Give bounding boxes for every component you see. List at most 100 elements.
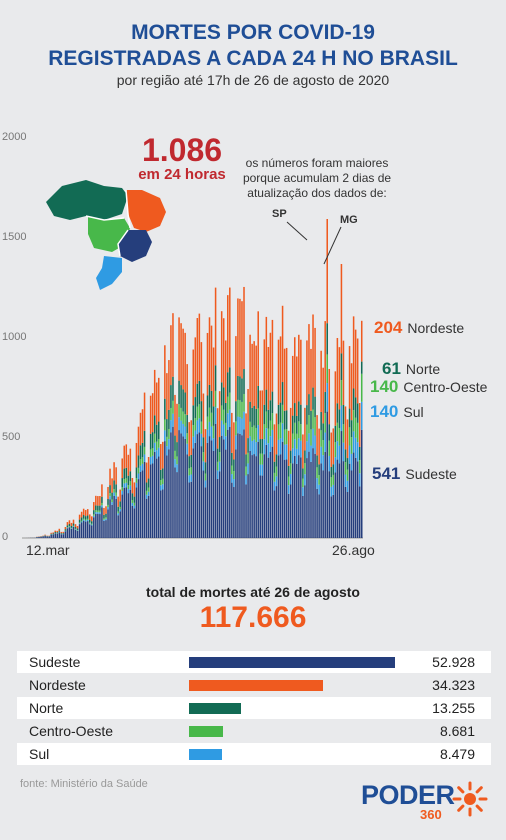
- bar-segment-sul: [360, 401, 363, 430]
- bar-segment-norte: [168, 409, 170, 430]
- bar-segment-centro-oeste: [174, 450, 176, 460]
- title-line-2: REGISTRADAS A CADA 24 H NO BRASIL: [48, 47, 458, 70]
- bar-segment-sudeste: [231, 482, 233, 538]
- bar-segment-norte: [70, 526, 73, 528]
- title-line-1: MORTES POR COVID-19: [131, 21, 375, 44]
- bar-segment-sul: [271, 429, 274, 447]
- bar-segment-norte: [206, 395, 209, 417]
- bar-segment-sudeste: [133, 508, 136, 538]
- bar-segment-centro-oeste: [304, 463, 306, 475]
- bar-segment-sudeste: [293, 455, 296, 538]
- bar-segment-nordeste: [326, 219, 328, 324]
- bar-segment-sudeste: [354, 457, 357, 538]
- bar-segment-sul: [277, 439, 280, 456]
- bar-segment-norte: [352, 388, 355, 411]
- bar-segment-centro-oeste: [200, 421, 203, 434]
- bar-segment-nordeste: [281, 305, 284, 383]
- bar-segment-norte: [170, 385, 172, 408]
- bar-segment-nordeste: [310, 348, 312, 411]
- bar-segment-centro-oeste: [229, 392, 231, 410]
- bar-segment-nordeste: [88, 514, 91, 520]
- bar-segment-centro-oeste: [212, 425, 215, 439]
- bar-segment-sul: [190, 474, 192, 482]
- bar-segment-norte: [336, 403, 339, 423]
- bar-segment-centro-oeste: [139, 459, 142, 466]
- bar-segment-norte: [210, 390, 213, 413]
- bar-segment-sul: [133, 505, 136, 509]
- bar-segment-nordeste: [336, 337, 339, 404]
- bar-segment-centro-oeste: [194, 418, 197, 431]
- bar-segment-centro-oeste: [320, 430, 322, 447]
- bar-segment-centro-oeste: [168, 429, 170, 440]
- bar-segment-nordeste: [235, 336, 237, 402]
- bar-segment-sudeste: [334, 472, 337, 538]
- bar-segment-centro-oeste: [113, 489, 115, 493]
- bar-segment-norte: [101, 496, 103, 503]
- bar-segment-centro-oeste: [103, 518, 105, 520]
- bar-segment-norte: [91, 521, 93, 524]
- y-tick-500: 500: [2, 431, 21, 443]
- bar-segment-sudeste: [113, 495, 115, 538]
- bar-segment-nordeste: [291, 355, 294, 416]
- bar-segment-centro-oeste: [342, 424, 345, 443]
- bar-segment-nordeste: [285, 347, 288, 411]
- bar-segment-sudeste: [80, 522, 83, 538]
- bar-segment-norte: [149, 433, 152, 450]
- bar-segment-sudeste: [131, 505, 134, 538]
- bar-segment-sul: [95, 512, 97, 514]
- y-tick-1000: 1000: [2, 331, 27, 343]
- bar-segment-sudeste: [91, 525, 93, 538]
- bar-segment-sudeste: [249, 451, 251, 538]
- total-bar-sul: [189, 749, 222, 760]
- bar-segment-centro-oeste: [117, 511, 119, 514]
- bar-segment-norte: [192, 405, 195, 426]
- bar-segment-sul: [72, 526, 75, 527]
- bar-segment-norte: [127, 475, 130, 486]
- bar-segment-sudeste: [222, 439, 225, 538]
- bar-segment-sul: [70, 528, 73, 529]
- bar-segment-nordeste: [320, 350, 322, 412]
- bar-segment-centro-oeste: [231, 465, 233, 475]
- bar-segment-sul: [237, 416, 239, 434]
- bar-segment-sudeste: [164, 441, 166, 538]
- row-value: 8.479: [439, 746, 475, 762]
- bar-segment-nordeste: [182, 328, 184, 390]
- bar-segment-nordeste: [227, 295, 229, 373]
- bar-segment-sudeste: [316, 488, 318, 538]
- bar-segment-centro-oeste: [66, 527, 69, 528]
- bar-segment-sudeste: [324, 451, 326, 538]
- highlight-label: em 24 horas: [138, 166, 226, 183]
- bar-segment-norte: [182, 389, 184, 412]
- bar-segment-sudeste: [38, 536, 40, 538]
- bar-segment-sudeste: [245, 484, 247, 538]
- bar-segment-sul: [255, 442, 257, 457]
- bar-segment-centro-oeste: [97, 510, 99, 513]
- bar-segment-sudeste: [123, 487, 126, 538]
- bar-segment-sul: [326, 383, 328, 412]
- bar-segment-nordeste: [334, 371, 337, 426]
- bar-segment-norte: [141, 442, 144, 458]
- bar-segment-sul: [308, 433, 310, 452]
- row-name: Sul: [29, 746, 50, 762]
- bar-segment-sul: [352, 431, 355, 453]
- bar-segment-sul: [269, 436, 272, 452]
- bar-segment-norte: [245, 454, 247, 467]
- bar-segment-nordeste: [62, 531, 65, 534]
- bar-segment-centro-oeste: [336, 422, 339, 442]
- bar-segment-sudeste: [214, 423, 217, 538]
- bar-segment-nordeste: [267, 346, 270, 410]
- bar-segment-nordeste: [109, 468, 111, 486]
- bar-segment-norte: [231, 452, 233, 466]
- bar-segment-nordeste: [241, 301, 243, 379]
- bar-segment-norte: [328, 424, 331, 441]
- bar-segment-sudeste: [174, 467, 176, 538]
- bar-segment-norte: [257, 385, 259, 409]
- bar-segment-nordeste: [129, 448, 132, 472]
- bar-segment-nordeste: [188, 422, 190, 457]
- bar-segment-sul: [194, 430, 197, 443]
- bar-segment-norte: [58, 530, 61, 532]
- last-day-centro-oeste: 140 Centro-Oeste: [370, 377, 488, 396]
- bar-segment-nordeste: [316, 415, 318, 456]
- bar-segment-centro-oeste: [251, 427, 253, 442]
- bar-segment-sudeste: [271, 446, 274, 538]
